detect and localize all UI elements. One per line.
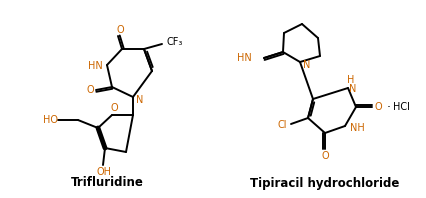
- Text: O: O: [110, 103, 118, 113]
- Text: O: O: [321, 151, 329, 161]
- Text: HO: HO: [43, 115, 58, 125]
- Text: ·: ·: [387, 102, 391, 114]
- Text: H: H: [347, 75, 355, 85]
- Text: O: O: [374, 102, 382, 112]
- Text: HCl: HCl: [393, 102, 409, 112]
- Text: N: N: [349, 84, 357, 94]
- Text: OH: OH: [97, 167, 112, 177]
- Text: HN: HN: [237, 53, 252, 63]
- Text: Trifluridine: Trifluridine: [71, 176, 144, 189]
- Text: NH: NH: [350, 123, 364, 133]
- Text: CF₃: CF₃: [167, 37, 183, 47]
- Text: N: N: [303, 60, 311, 70]
- Text: Cl: Cl: [277, 120, 287, 130]
- Text: N: N: [136, 95, 144, 105]
- Text: O: O: [116, 25, 124, 35]
- Text: O: O: [86, 85, 94, 95]
- Text: Tipiracil hydrochloride: Tipiracil hydrochloride: [250, 176, 400, 189]
- Text: HN: HN: [88, 61, 102, 71]
